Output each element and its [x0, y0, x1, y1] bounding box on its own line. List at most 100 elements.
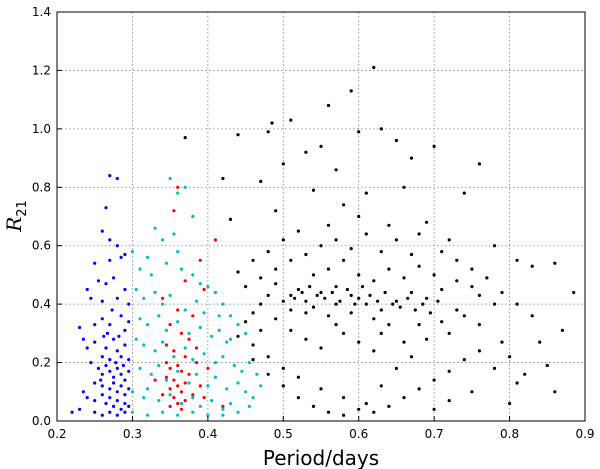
data-point [89, 361, 93, 365]
y-axis-label: R21 [2, 200, 30, 233]
data-point [259, 384, 263, 388]
data-point [217, 328, 221, 332]
data-point [266, 130, 270, 134]
data-point [308, 285, 312, 289]
data-point [96, 366, 101, 370]
data-point [232, 363, 236, 368]
data-point [221, 355, 225, 359]
data-point [289, 258, 293, 262]
y-tick-label: 1.2 [32, 63, 51, 77]
data-point [364, 232, 368, 236]
data-point [108, 174, 112, 178]
data-point [104, 206, 108, 210]
data-point [153, 226, 157, 230]
data-point [191, 396, 195, 400]
data-point [372, 349, 376, 353]
data-point [447, 331, 451, 335]
data-point [104, 282, 108, 286]
data-point [274, 267, 278, 271]
data-point [164, 361, 168, 365]
data-point [315, 293, 319, 297]
data-point [108, 238, 112, 242]
data-point [168, 404, 172, 408]
data-point [104, 401, 108, 406]
data-point [93, 399, 97, 403]
svg-text:R21: R21 [2, 200, 30, 233]
data-point [281, 238, 285, 242]
data-point [198, 384, 202, 388]
data-point [409, 290, 414, 295]
data-point [100, 229, 104, 233]
data-point [266, 355, 270, 359]
data-point [183, 346, 187, 350]
data-point [114, 361, 118, 365]
data-point [376, 299, 380, 303]
data-point [304, 337, 308, 341]
data-point [500, 290, 504, 295]
data-point [161, 340, 165, 344]
data-point [515, 302, 519, 306]
data-point [93, 261, 97, 265]
data-point [78, 325, 82, 330]
data-point [311, 273, 316, 277]
data-point [281, 366, 285, 370]
data-point [202, 311, 206, 315]
data-point [142, 296, 146, 300]
data-point [164, 343, 168, 347]
data-point [326, 223, 331, 227]
data-point [130, 390, 134, 394]
data-point [228, 401, 233, 406]
data-point [168, 293, 172, 297]
data-point [334, 302, 338, 306]
data-point [311, 188, 316, 192]
series-2 [153, 185, 225, 411]
data-point [115, 413, 119, 417]
data-point [530, 314, 534, 318]
data-point [349, 311, 353, 315]
data-point [179, 390, 184, 394]
data-point [417, 387, 421, 391]
data-point [104, 363, 108, 368]
data-point [115, 349, 119, 353]
data-point [191, 314, 195, 318]
data-point [153, 290, 157, 295]
data-point [251, 311, 255, 315]
data-point [296, 287, 300, 292]
data-point [161, 410, 165, 414]
data-point [342, 258, 346, 262]
data-point [123, 287, 127, 292]
data-point [149, 273, 153, 277]
data-point [372, 317, 376, 321]
data-point [134, 287, 138, 292]
data-point [161, 302, 165, 306]
x-tick-label: 0.4 [198, 427, 217, 441]
data-point [406, 296, 410, 300]
data-point [296, 229, 300, 233]
data-point [202, 396, 206, 400]
data-point [183, 381, 187, 385]
data-point [379, 384, 383, 388]
data-point [251, 258, 255, 262]
data-point [172, 349, 176, 353]
data-point [194, 346, 199, 350]
data-point [387, 404, 391, 408]
data-point [409, 355, 414, 359]
y-tick-label: 0.6 [32, 239, 51, 253]
data-point [289, 118, 293, 122]
data-point [462, 191, 466, 195]
data-point [300, 290, 304, 295]
data-point [244, 285, 248, 289]
data-point [236, 334, 240, 338]
data-point [164, 375, 168, 379]
data-point [213, 375, 217, 379]
data-point [149, 372, 153, 376]
data-point [553, 261, 557, 265]
data-point [391, 302, 395, 306]
data-point [342, 331, 346, 335]
data-point [572, 290, 576, 295]
x-axis-label: Period/days [263, 446, 379, 469]
data-point [402, 276, 406, 280]
data-point [270, 121, 274, 125]
data-point [127, 369, 131, 373]
data-point [93, 381, 97, 385]
